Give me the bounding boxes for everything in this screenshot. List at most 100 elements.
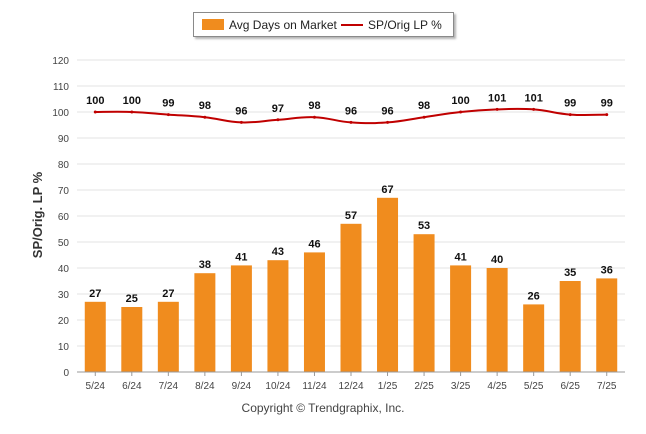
x-tick-label: 12/24	[338, 381, 363, 392]
axes: 0 10 20 30 40 50 60 70 80 90 100 110 120 5/24 6/24 7/24…	[52, 56, 625, 392]
bar	[121, 307, 143, 372]
legend-bar-swatch	[202, 19, 224, 30]
bar	[230, 265, 252, 372]
bar-data-label: 67	[381, 184, 393, 196]
x-tick-label: 5/25	[524, 381, 544, 392]
x-tick-label: 1/25	[378, 381, 398, 392]
line-point	[495, 107, 499, 111]
line-data-label: 100	[123, 95, 141, 107]
x-tick-label: 5/24	[86, 381, 106, 392]
line-point	[349, 120, 353, 124]
line-data-label: 101	[524, 92, 542, 104]
bar-data-label: 38	[199, 259, 211, 271]
line-point	[239, 120, 243, 124]
line-data-label: 99	[162, 98, 174, 110]
x-tick-label: 4/25	[487, 381, 507, 392]
y-tick-label: 50	[58, 238, 70, 249]
bar-data-label: 41	[235, 251, 247, 263]
line-data-label: 98	[199, 100, 211, 112]
y-tick-label: 0	[63, 368, 69, 379]
line-point	[312, 115, 316, 119]
bar-data-label: 26	[528, 290, 540, 302]
y-tick-label: 60	[58, 212, 70, 223]
x-tick-label: 7/24	[159, 381, 179, 392]
line-data-label: 100	[451, 95, 469, 107]
legend-line-swatch	[341, 23, 363, 26]
bar	[267, 260, 289, 372]
line-data-label: 99	[601, 98, 613, 110]
x-tick-label: 3/25	[451, 381, 471, 392]
line-series	[93, 107, 609, 125]
x-tick-label: 7/25	[597, 381, 617, 392]
x-tick-label: 8/24	[195, 381, 215, 392]
bar-series	[84, 197, 618, 372]
line-point	[93, 110, 97, 114]
line-data-label: 100	[86, 95, 104, 107]
x-tick-label: 11/24	[302, 381, 327, 392]
y-tick-label: 120	[52, 56, 69, 67]
line-data-label: 96	[235, 105, 247, 117]
line-data-label: 101	[488, 92, 506, 104]
bar	[413, 234, 435, 372]
bar	[84, 301, 106, 372]
y-tick-label: 100	[52, 108, 69, 119]
bar-data-label: 57	[345, 210, 357, 222]
line-data-label: 98	[308, 100, 320, 112]
line-point	[203, 115, 207, 119]
line-point	[386, 120, 390, 124]
bar-data-label: 53	[418, 220, 430, 232]
legend-item-bar: Avg Days on Market	[202, 13, 337, 36]
line-point	[422, 115, 426, 119]
line-data-label: 97	[272, 103, 284, 115]
bar	[157, 301, 179, 372]
copyright-text: Copyright © Trendgraphix, Inc.	[241, 401, 405, 415]
line-data-label: 96	[345, 105, 357, 117]
y-tick-label: 110	[53, 82, 69, 93]
bar	[596, 278, 618, 372]
bar	[194, 273, 216, 372]
legend-item-line: SP/Orig LP %	[341, 13, 442, 36]
bar-data-label: 35	[564, 267, 576, 279]
line-point	[459, 110, 463, 114]
bar	[559, 281, 581, 372]
legend-line-label: SP/Orig LP %	[368, 17, 442, 32]
data-labels: 27 25 27 38 41 43 46 57 67 53 41 40 26 35 36 100 100 99 98…	[86, 92, 613, 305]
y-tick-label: 40	[58, 264, 70, 275]
bar-data-label: 41	[454, 251, 466, 263]
line-point	[166, 113, 170, 117]
line-data-label: 98	[418, 100, 430, 112]
x-tick-label: 6/24	[122, 381, 142, 392]
bar	[486, 268, 508, 372]
bar-data-label: 27	[89, 288, 101, 300]
y-axis-label: SP/Orig. LP %	[30, 171, 45, 258]
bar-data-label: 46	[308, 238, 320, 250]
line-point	[276, 118, 280, 122]
x-tick-label: 2/25	[414, 381, 434, 392]
bar	[523, 304, 545, 372]
bar-data-label: 36	[601, 264, 613, 276]
y-tick-label: 70	[58, 186, 70, 197]
line-point	[532, 107, 536, 111]
line-point	[605, 113, 609, 117]
line-data-label: 96	[381, 105, 393, 117]
y-tick-label: 90	[58, 134, 70, 145]
bar	[377, 197, 399, 372]
x-tick-label: 9/24	[232, 381, 252, 392]
x-tick-label: 10/24	[265, 381, 290, 392]
line-data-label: 99	[564, 98, 576, 110]
legend: Avg Days on Market SP/Orig LP %	[193, 12, 454, 37]
y-tick-label: 20	[58, 316, 70, 327]
y-tick-label: 30	[58, 290, 70, 301]
legend-bar-label: Avg Days on Market	[229, 17, 337, 32]
line-point	[130, 110, 134, 114]
y-tick-label: 80	[58, 160, 70, 171]
bar-data-label: 40	[491, 254, 503, 266]
bar	[340, 223, 362, 372]
bar-data-label: 25	[126, 293, 138, 305]
bar	[303, 252, 325, 372]
bar	[450, 265, 472, 372]
y-tick-label: 10	[58, 342, 70, 353]
bar-data-label: 27	[162, 288, 174, 300]
x-tick-label: 6/25	[560, 381, 580, 392]
